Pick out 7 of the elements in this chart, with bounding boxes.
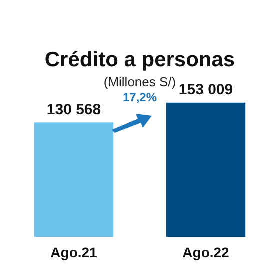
x-tick-label: Ago.22 bbox=[182, 244, 230, 260]
chart-subtitle: (Millones S/) bbox=[104, 74, 176, 90]
chart-title: Crédito a personas bbox=[44, 48, 236, 72]
data-label: 153 009 bbox=[178, 82, 234, 99]
data-label: 130 568 bbox=[46, 101, 102, 118]
x-tick-label: Ago.21 bbox=[50, 244, 98, 260]
annotation: 17,2% bbox=[122, 90, 158, 104]
